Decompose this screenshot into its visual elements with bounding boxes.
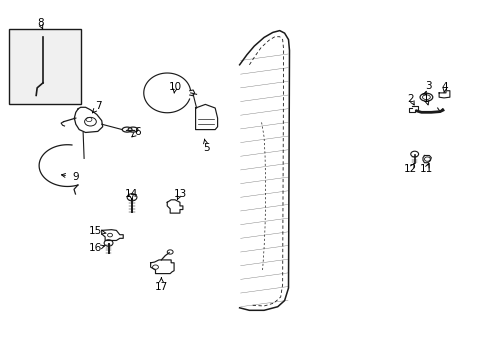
Text: 11: 11 [419,164,432,174]
Bar [9,29,81,104]
Text: 9: 9 [72,172,79,182]
Text: 10: 10 [168,82,181,92]
Text: 4: 4 [441,82,447,92]
Text: 7: 7 [95,101,102,111]
Text: 14: 14 [124,189,138,199]
Text: 15: 15 [89,226,102,236]
Text: 6: 6 [134,127,141,137]
Text: 5: 5 [203,143,209,153]
Text: 16: 16 [89,243,102,253]
Text: 2: 2 [407,94,413,104]
Text: 3: 3 [424,81,431,91]
Text: 1: 1 [422,94,429,104]
Text: 17: 17 [154,282,168,292]
Text: 8: 8 [37,18,43,28]
Text: 12: 12 [403,164,417,174]
Text: 13: 13 [173,189,186,199]
